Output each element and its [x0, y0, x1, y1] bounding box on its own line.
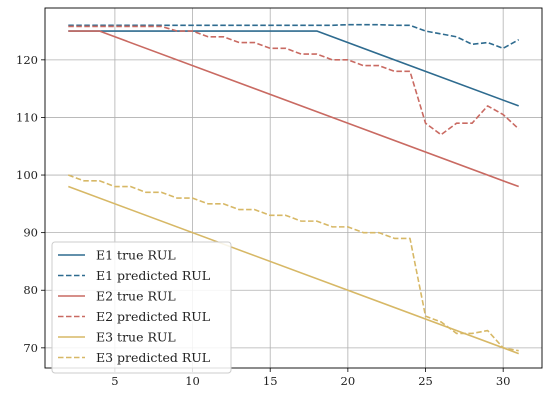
legend-label-e2-predicted-rul: E2 predicted RUL	[96, 309, 210, 324]
series-line-e2-true-rul	[68, 30, 519, 188]
series-line-e3-true-rul	[68, 185, 519, 355]
y-tick-label-120: 120	[16, 53, 38, 67]
y-tick-label-110: 110	[16, 110, 38, 124]
legend-label-e1-true-rul: E1 true RUL	[96, 248, 176, 263]
y-tick-label-80: 80	[23, 283, 38, 297]
series-line-e1-predicted-rul	[68, 23, 520, 50]
plot-frame	[44, 7, 543, 369]
series-group	[68, 23, 520, 355]
legend-label-e2-true-rul: E2 true RUL	[96, 289, 176, 304]
x-tick-label-5: 5	[111, 374, 118, 388]
y-tick-label-100: 100	[16, 168, 38, 182]
x-tick-label-20: 20	[341, 374, 356, 388]
legend: E1 true RUL E1 predicted RUL E2 true RUL E2…	[51, 241, 232, 374]
y-tick-label-70: 70	[23, 341, 38, 355]
y-tick-label-90: 90	[23, 226, 38, 240]
x-tick-label-25: 25	[418, 374, 433, 388]
x-tick-label-30: 30	[496, 374, 511, 388]
series-line-e2-predicted-rul	[68, 25, 520, 136]
legend-label-e1-predicted-rul: E1 predicted RUL	[96, 268, 210, 283]
series-line-e1-true-rul	[68, 30, 519, 107]
legend-label-e3-predicted-rul: E3 predicted RUL	[96, 350, 210, 365]
series-line-e3-predicted-rul	[68, 174, 519, 352]
legend-label-e3-true-rul: E3 true RUL	[96, 330, 176, 345]
x-tick-label-10: 10	[185, 374, 200, 388]
x-tick-label-15: 15	[263, 374, 278, 388]
legend-box	[51, 241, 232, 374]
